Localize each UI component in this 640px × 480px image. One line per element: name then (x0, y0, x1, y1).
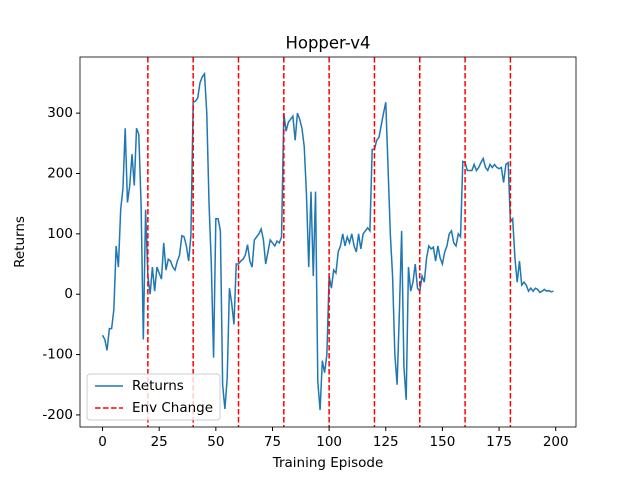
chart-title: Hopper-v4 (285, 34, 370, 53)
x-axis-label: Training Episode (272, 455, 384, 471)
x-tick-label: 200 (543, 434, 569, 450)
y-tick-label: 300 (47, 105, 73, 121)
y-tick-label: 200 (47, 165, 73, 181)
data-line (101, 71, 554, 411)
x-tick-label: 25 (151, 434, 168, 450)
x-tick-label: 75 (264, 434, 281, 450)
plot-frame (79, 56, 577, 428)
legend-label: Returns (132, 378, 184, 394)
y-tick-label: -200 (42, 407, 73, 423)
x-tick-label: 100 (316, 434, 342, 450)
y-tick-label: 100 (47, 226, 73, 242)
y-tick-label: -100 (42, 347, 73, 363)
y-tick-label: 0 (64, 286, 73, 302)
x-tick-label: 50 (207, 434, 224, 450)
x-tick-label: 125 (373, 434, 399, 450)
x-tick-label: 0 (98, 434, 107, 450)
y-axis-label: Returns (12, 216, 28, 268)
legend-label: Env Change (132, 400, 213, 416)
x-tick-label: 175 (486, 434, 512, 450)
x-tick-label: 150 (430, 434, 456, 450)
